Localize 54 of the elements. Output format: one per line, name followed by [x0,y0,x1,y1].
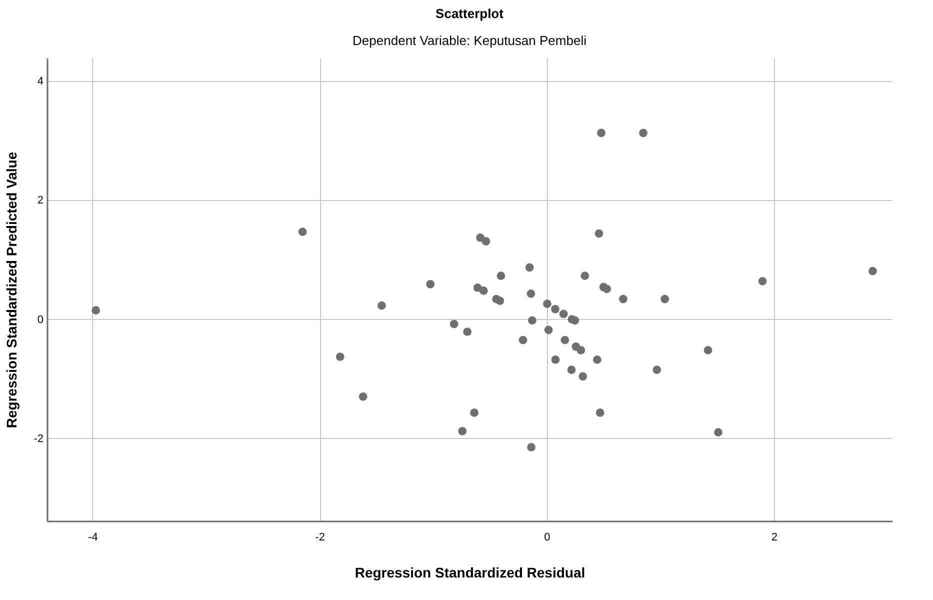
y-tick-label: 0 [37,314,44,326]
y-tick-label: -2 [34,432,44,445]
point [714,428,722,437]
point [518,336,528,344]
point [482,237,490,246]
point [758,276,767,286]
point [868,266,877,276]
point [527,443,536,452]
point [576,346,586,354]
point [298,228,307,236]
point [560,336,570,344]
point [618,294,628,304]
point [704,346,712,354]
point [580,272,590,280]
point [597,128,606,138]
x-tick-label: 2 [771,532,778,544]
point [526,289,536,298]
y-axis-title: Regression Standardized Predicted Value [4,152,20,428]
point [470,408,478,417]
point [463,328,472,336]
point [578,372,588,381]
point [543,300,552,308]
point [551,356,560,364]
point [639,128,648,138]
point [544,326,553,334]
point [528,316,536,325]
point [358,392,368,401]
point [602,284,611,294]
y-tick-label: 4 [37,76,44,88]
point [458,426,467,436]
point [567,366,576,374]
point [496,296,504,305]
point [92,306,100,315]
point [336,352,344,361]
point [594,229,604,238]
point [525,263,534,272]
point [592,356,602,364]
point [652,366,662,374]
point [479,286,488,295]
x-tick-label: -4 [88,532,98,544]
x-tick-label: -2 [315,532,325,544]
point [496,272,506,280]
point [450,320,458,328]
x-axis-title: Regression Standardized Residual [354,564,586,580]
point [660,294,670,304]
chart-title: Scatterplot [436,6,504,21]
point [596,408,604,417]
chart-subtitle: Dependent Variable: Keputusan Pembeli [352,33,587,48]
point [426,280,434,288]
y-tick-label: 2 [37,194,44,207]
x-tick-label: 0 [544,532,550,544]
point [551,304,560,314]
point [559,310,568,318]
point [378,301,386,310]
